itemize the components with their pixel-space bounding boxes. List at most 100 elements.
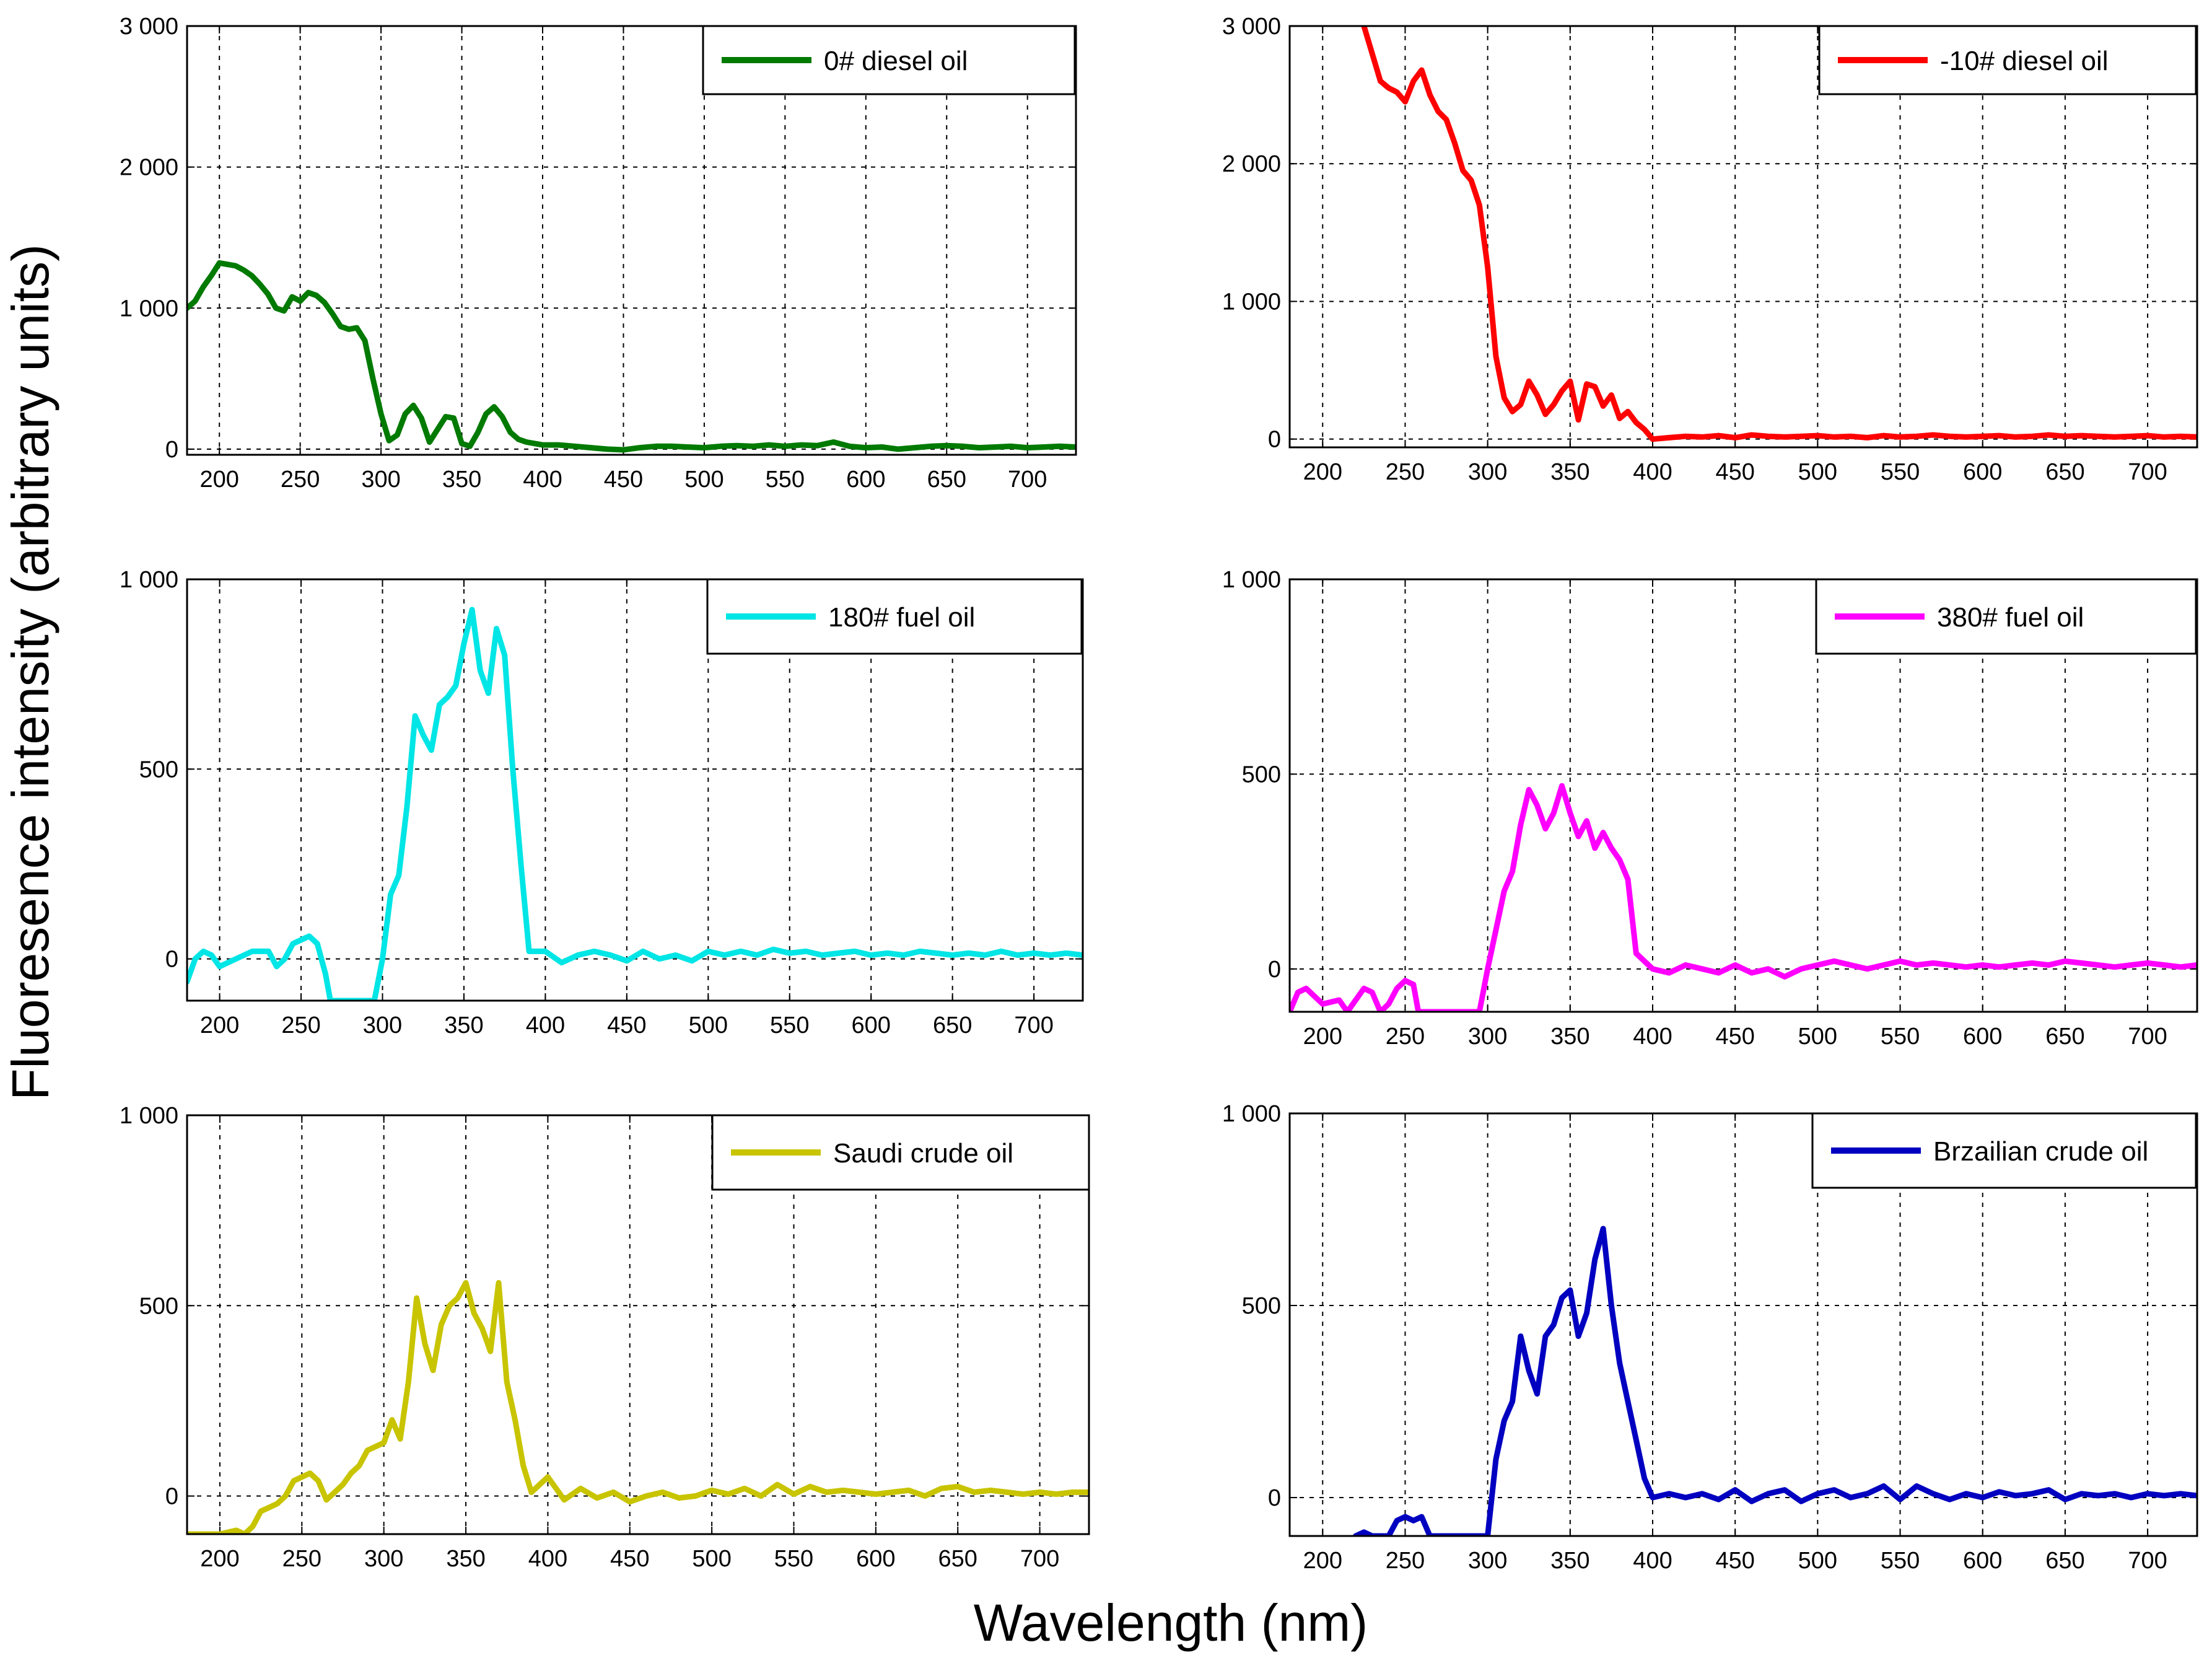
x-tick-label: 550 (1881, 1024, 1920, 1050)
x-tick-label: 450 (1715, 1024, 1754, 1050)
x-tick-label: 500 (684, 467, 723, 493)
x-tick-label: 400 (1633, 459, 1672, 485)
y-axis-title: Fluoresence intensity (arbitrary units) (1, 244, 59, 1100)
panel-top-right: 200 250 300 350 400 450 500 550 600 650 700 0 1 000 2… (1222, 14, 2198, 485)
x-tick-label: 350 (444, 1012, 483, 1038)
x-tick-label: 650 (933, 1012, 972, 1038)
x-tick-label: 350 (1550, 1548, 1589, 1574)
x-tick-label: 400 (528, 1546, 567, 1572)
x-tick-label: 300 (361, 467, 400, 493)
y-tick-label: 3 000 (1222, 14, 1281, 40)
plot-area-top-left (187, 26, 1076, 455)
x-tick-label: 350 (1550, 1024, 1589, 1050)
x-tick-label: 600 (1963, 1548, 2002, 1574)
x-tick-label: 250 (281, 467, 320, 493)
legend-label: Saudi crude oil (833, 1138, 1013, 1169)
x-tick-label: 700 (1008, 467, 1047, 493)
x-tick-label: 500 (1798, 459, 1837, 485)
legend-bottom-left: Saudi crude oil (711, 1114, 1090, 1191)
x-tick-label: 250 (281, 1012, 320, 1038)
axes-frame-top-right (1288, 25, 2198, 449)
x-tick-label: 600 (846, 467, 885, 493)
x-tick-label: 250 (1386, 1024, 1425, 1050)
x-tick-label: 250 (1386, 459, 1425, 485)
series-line-middle-left (187, 607, 1083, 1001)
x-tick-label: 400 (523, 467, 562, 493)
x-tick-label: 300 (1468, 459, 1507, 485)
legend-label: 380# fuel oil (1937, 602, 2084, 633)
x-tick-label: 550 (1881, 1548, 1920, 1574)
y-tick-label: 2 000 (120, 155, 178, 181)
x-tick-label: 200 (200, 1012, 239, 1038)
y-tick-label: 1 000 (120, 567, 178, 593)
series-line-middle-right (1290, 783, 2197, 1012)
x-tick-label: 450 (1715, 459, 1754, 485)
x-tick-label: 700 (1020, 1546, 1059, 1572)
axes-frame-bottom-left (186, 1114, 1090, 1535)
panel-bottom-right: 200 250 300 350 400 450 500 550 600 650 700 0 500 1 0… (1222, 1101, 2198, 1574)
x-tick-label: 300 (364, 1546, 403, 1572)
legend-label: -10# diesel oil (1940, 46, 2109, 76)
x-tick-label: 300 (1468, 1024, 1507, 1050)
y-tick-label: 1 000 (1222, 289, 1281, 315)
axes-frame-middle-left (186, 578, 1084, 1002)
x-tick-label: 550 (1881, 459, 1920, 485)
x-tick-label: 300 (363, 1012, 402, 1038)
x-tick-label: 300 (1468, 1548, 1507, 1574)
legend-top-left: 0# diesel oil (702, 25, 1076, 95)
x-tick-label: 550 (766, 467, 805, 493)
y-tick-label: 2 000 (1222, 151, 1281, 177)
series-line-top-right (1361, 26, 2197, 442)
series-line-top-left (187, 260, 1076, 453)
axes-frame-middle-right (1288, 578, 2198, 1013)
x-tick-label: 500 (1798, 1548, 1837, 1574)
legend-label: 0# diesel oil (824, 46, 968, 76)
x-tick-label: 700 (2128, 1548, 2167, 1574)
x-tick-label: 450 (610, 1546, 649, 1572)
y-tick-label: 500 (139, 757, 178, 783)
plot-area-top-right (1290, 26, 2197, 447)
x-tick-label: 500 (689, 1012, 728, 1038)
x-tick-label: 350 (446, 1546, 485, 1572)
x-tick-label: 350 (442, 467, 481, 493)
legend-middle-right: 380# fuel oil (1815, 578, 2197, 655)
x-tick-label: 700 (2128, 1024, 2167, 1050)
y-tick-label: 1 000 (120, 296, 178, 322)
x-tick-label: 650 (2045, 1024, 2084, 1050)
x-tick-label: 400 (1633, 1024, 1672, 1050)
legend-top-right: -10# diesel oil (1818, 25, 2197, 95)
x-tick-label: 400 (526, 1012, 565, 1038)
x-tick-label: 200 (1303, 1548, 1342, 1574)
y-tick-label: 0 (1268, 427, 1281, 453)
x-tick-label: 600 (856, 1546, 895, 1572)
x-tick-label: 400 (1633, 1548, 1672, 1574)
x-tick-label: 250 (1386, 1548, 1425, 1574)
x-tick-label: 500 (692, 1546, 731, 1572)
x-tick-label: 550 (774, 1546, 813, 1572)
x-tick-label: 700 (2128, 459, 2167, 485)
legend-bottom-right: Brzailian crude oil (1811, 1112, 2197, 1189)
y-tick-label: 1 000 (1222, 1101, 1281, 1127)
series-line-bottom-right (1353, 1226, 2197, 1536)
x-tick-label: 600 (1963, 1024, 2002, 1050)
x-tick-label: 500 (1798, 1024, 1837, 1050)
y-tick-label: 500 (1242, 761, 1281, 788)
y-tick-label: 3 000 (120, 14, 178, 40)
x-tick-label: 200 (1303, 459, 1342, 485)
x-tick-label: 700 (1014, 1012, 1053, 1038)
axes-frame-top-left (186, 25, 1077, 456)
x-tick-label: 450 (604, 467, 643, 493)
x-tick-label: 650 (2045, 459, 2084, 485)
y-tick-label: 500 (139, 1293, 178, 1319)
legend-middle-left: 180# fuel oil (706, 578, 1083, 655)
panel-middle-right: 200 250 300 350 400 450 500 550 600 650 700 0 500 1 0… (1222, 567, 2198, 1050)
x-tick-label: 650 (2045, 1548, 2084, 1574)
y-tick-label: 500 (1242, 1293, 1281, 1319)
panel-bottom-left: 200 250 300 350 400 450 500 550 600 650 700 0 500 1 0… (120, 1103, 1090, 1572)
y-tick-label: 1 000 (1222, 567, 1281, 593)
y-tick-label: 0 (165, 1484, 178, 1510)
y-tick-label: 0 (1268, 957, 1281, 983)
x-tick-label: 200 (1303, 1024, 1342, 1050)
x-tick-label: 350 (1550, 459, 1589, 485)
x-tick-label: 450 (607, 1012, 646, 1038)
